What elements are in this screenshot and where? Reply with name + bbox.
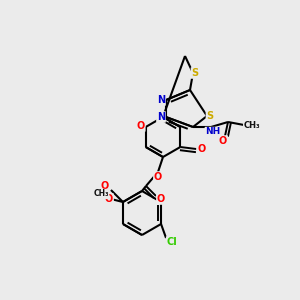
Text: O: O: [101, 181, 109, 191]
Text: O: O: [219, 136, 227, 146]
Text: Cl: Cl: [167, 237, 177, 247]
Text: CH₃: CH₃: [244, 121, 260, 130]
Text: NH: NH: [206, 128, 220, 136]
Text: S: S: [191, 68, 199, 78]
Text: N: N: [157, 95, 165, 105]
Text: O: O: [136, 121, 145, 131]
Text: CH₃: CH₃: [93, 190, 109, 199]
Text: O: O: [105, 194, 113, 204]
Text: N: N: [157, 112, 165, 122]
Text: O: O: [157, 194, 165, 204]
Text: O: O: [154, 172, 162, 182]
Text: S: S: [206, 111, 214, 121]
Text: O: O: [197, 144, 206, 154]
